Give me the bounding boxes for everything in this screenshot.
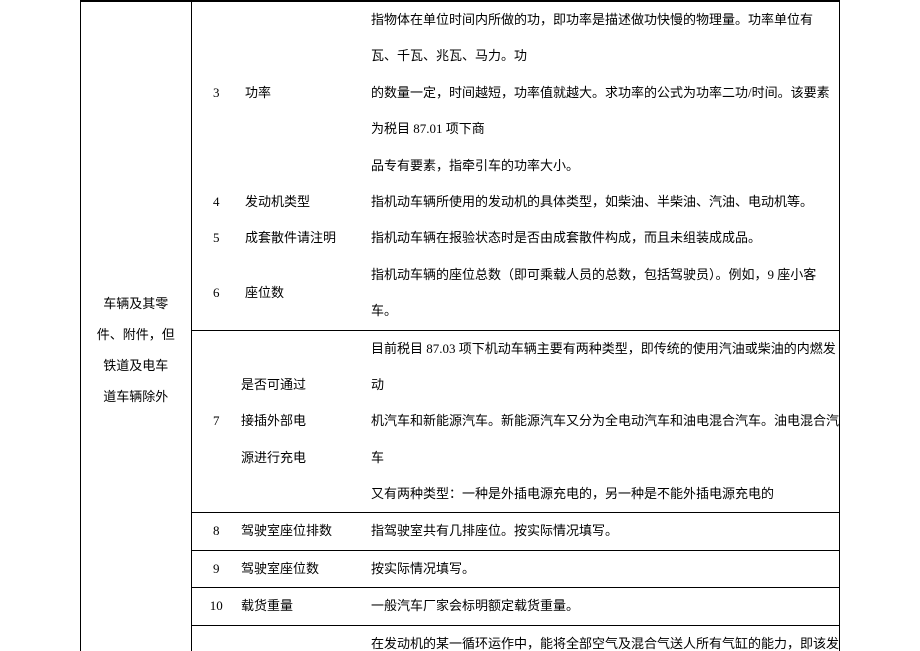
table-row: 9 驾驶室座位数 按实际情况填写。 — [81, 550, 839, 587]
row-label: 成套散件请注明 — [241, 220, 371, 256]
row-label: 发动机类型 — [241, 184, 371, 220]
row-number: 8 — [191, 513, 241, 550]
desc-line: 机汽车和新能源汽车。新能源汽车又分为全电动汽车和油电混合汽车。油电混合汽车 — [371, 403, 839, 476]
row-number: 3 — [191, 2, 241, 184]
table-row: 6 座位数 指机动车辆的座位总数（即可乘载人员的总数，包括驾驶员）。例如，9 座… — [81, 257, 839, 330]
desc-line: 又有两种类型：一种是外插电源充电的，另一种是不能外插电源充电的 — [371, 476, 839, 512]
row-number: 4 — [191, 184, 241, 220]
table-row: 8 驾驶室座位排数 指驾驶室共有几排座位。按实际情况填写。 — [81, 513, 839, 550]
table-row: 11 排气量（毫 在发动机的某一循环运作中，能将全部空气及混合气送人所有气缸的能… — [81, 625, 839, 651]
desc-line: 目前税目 87.03 项下机动车辆主要有两种类型，即传统的使用汽油或柴油的内燃发… — [371, 331, 839, 404]
table-row: 10 载货重量 一般汽车厂家会标明额定载货重量。 — [81, 588, 839, 625]
table-row: 5 成套散件请注明 指机动车辆在报验状态时是否由成套散件构成，而且未组装成成品。 — [81, 220, 839, 256]
row-description: 指机动车辆所使用的发动机的具体类型，如柴油、半柴油、汽油、电动机等。 — [371, 184, 839, 220]
document-table-container: 车辆及其零 件、附件，但 铁道及电车 道车辆除外 3 功率 指物体在单位时间内所… — [80, 0, 840, 651]
label-line: 是否可通过 — [241, 367, 371, 403]
table-row: 4 发动机类型 指机动车辆所使用的发动机的具体类型，如柴油、半柴油、汽油、电动机… — [81, 184, 839, 220]
row-description: 在发动机的某一循环运作中，能将全部空气及混合气送人所有气缸的能力，即该发动 — [371, 625, 839, 651]
desc-line: 指物体在单位时间内所做的功，即功率是描述做功快慢的物理量。功率单位有瓦、千瓦、兆… — [371, 2, 831, 75]
row-description: 一般汽车厂家会标明额定载货重量。 — [371, 588, 839, 625]
category-cell: 车辆及其零 件、附件，但 铁道及电车 道车辆除外 — [81, 2, 191, 651]
row-number: 9 — [191, 550, 241, 587]
table-row: 7 是否可通过 接插外部电 源进行充电 目前税目 87.03 项下机动车辆主要有… — [81, 330, 839, 513]
label-line: 源进行充电 — [241, 440, 371, 476]
desc-line: 品专有要素，指牵引车的功率大小。 — [371, 148, 831, 184]
row-description: 按实际情况填写。 — [371, 550, 839, 587]
row-description: 指机动车辆的座位总数（即可乘载人员的总数，包括驾驶员）。例如，9 座小客车。 — [371, 257, 839, 330]
row-number: 6 — [191, 257, 241, 330]
row-description: 指物体在单位时间内所做的功，即功率是描述做功快慢的物理量。功率单位有瓦、千瓦、兆… — [371, 2, 839, 184]
row-label: 是否可通过 接插外部电 源进行充电 — [241, 330, 371, 513]
row-number: 10 — [191, 588, 241, 625]
desc-line: 的数量一定，时间越短，功率值就越大。求功率的公式为功率二功/时间。该要素为税目 … — [371, 75, 831, 148]
category-line: 车辆及其零 — [85, 288, 187, 319]
row-label: 座位数 — [241, 257, 371, 330]
row-description: 指驾驶室共有几排座位。按实际情况填写。 — [371, 513, 839, 550]
row-number: 11 — [191, 625, 241, 651]
category-line: 件、附件，但 — [85, 319, 187, 350]
category-line: 铁道及电车 — [85, 350, 187, 381]
row-label: 排气量（毫 — [241, 625, 371, 651]
row-number: 5 — [191, 220, 241, 256]
row-description: 目前税目 87.03 项下机动车辆主要有两种类型，即传统的使用汽油或柴油的内燃发… — [371, 330, 839, 513]
row-label: 功率 — [241, 2, 371, 184]
row-label: 驾驶室座位排数 — [241, 513, 371, 550]
row-label: 驾驶室座位数 — [241, 550, 371, 587]
specification-table: 车辆及其零 件、附件，但 铁道及电车 道车辆除外 3 功率 指物体在单位时间内所… — [81, 2, 839, 651]
label-line: 接插外部电 — [241, 403, 371, 439]
row-description: 指机动车辆在报验状态时是否由成套散件构成，而且未组装成成品。 — [371, 220, 839, 256]
row-label: 载货重量 — [241, 588, 371, 625]
table-row: 车辆及其零 件、附件，但 铁道及电车 道车辆除外 3 功率 指物体在单位时间内所… — [81, 2, 839, 184]
category-line: 道车辆除外 — [85, 381, 187, 412]
row-number: 7 — [191, 330, 241, 513]
